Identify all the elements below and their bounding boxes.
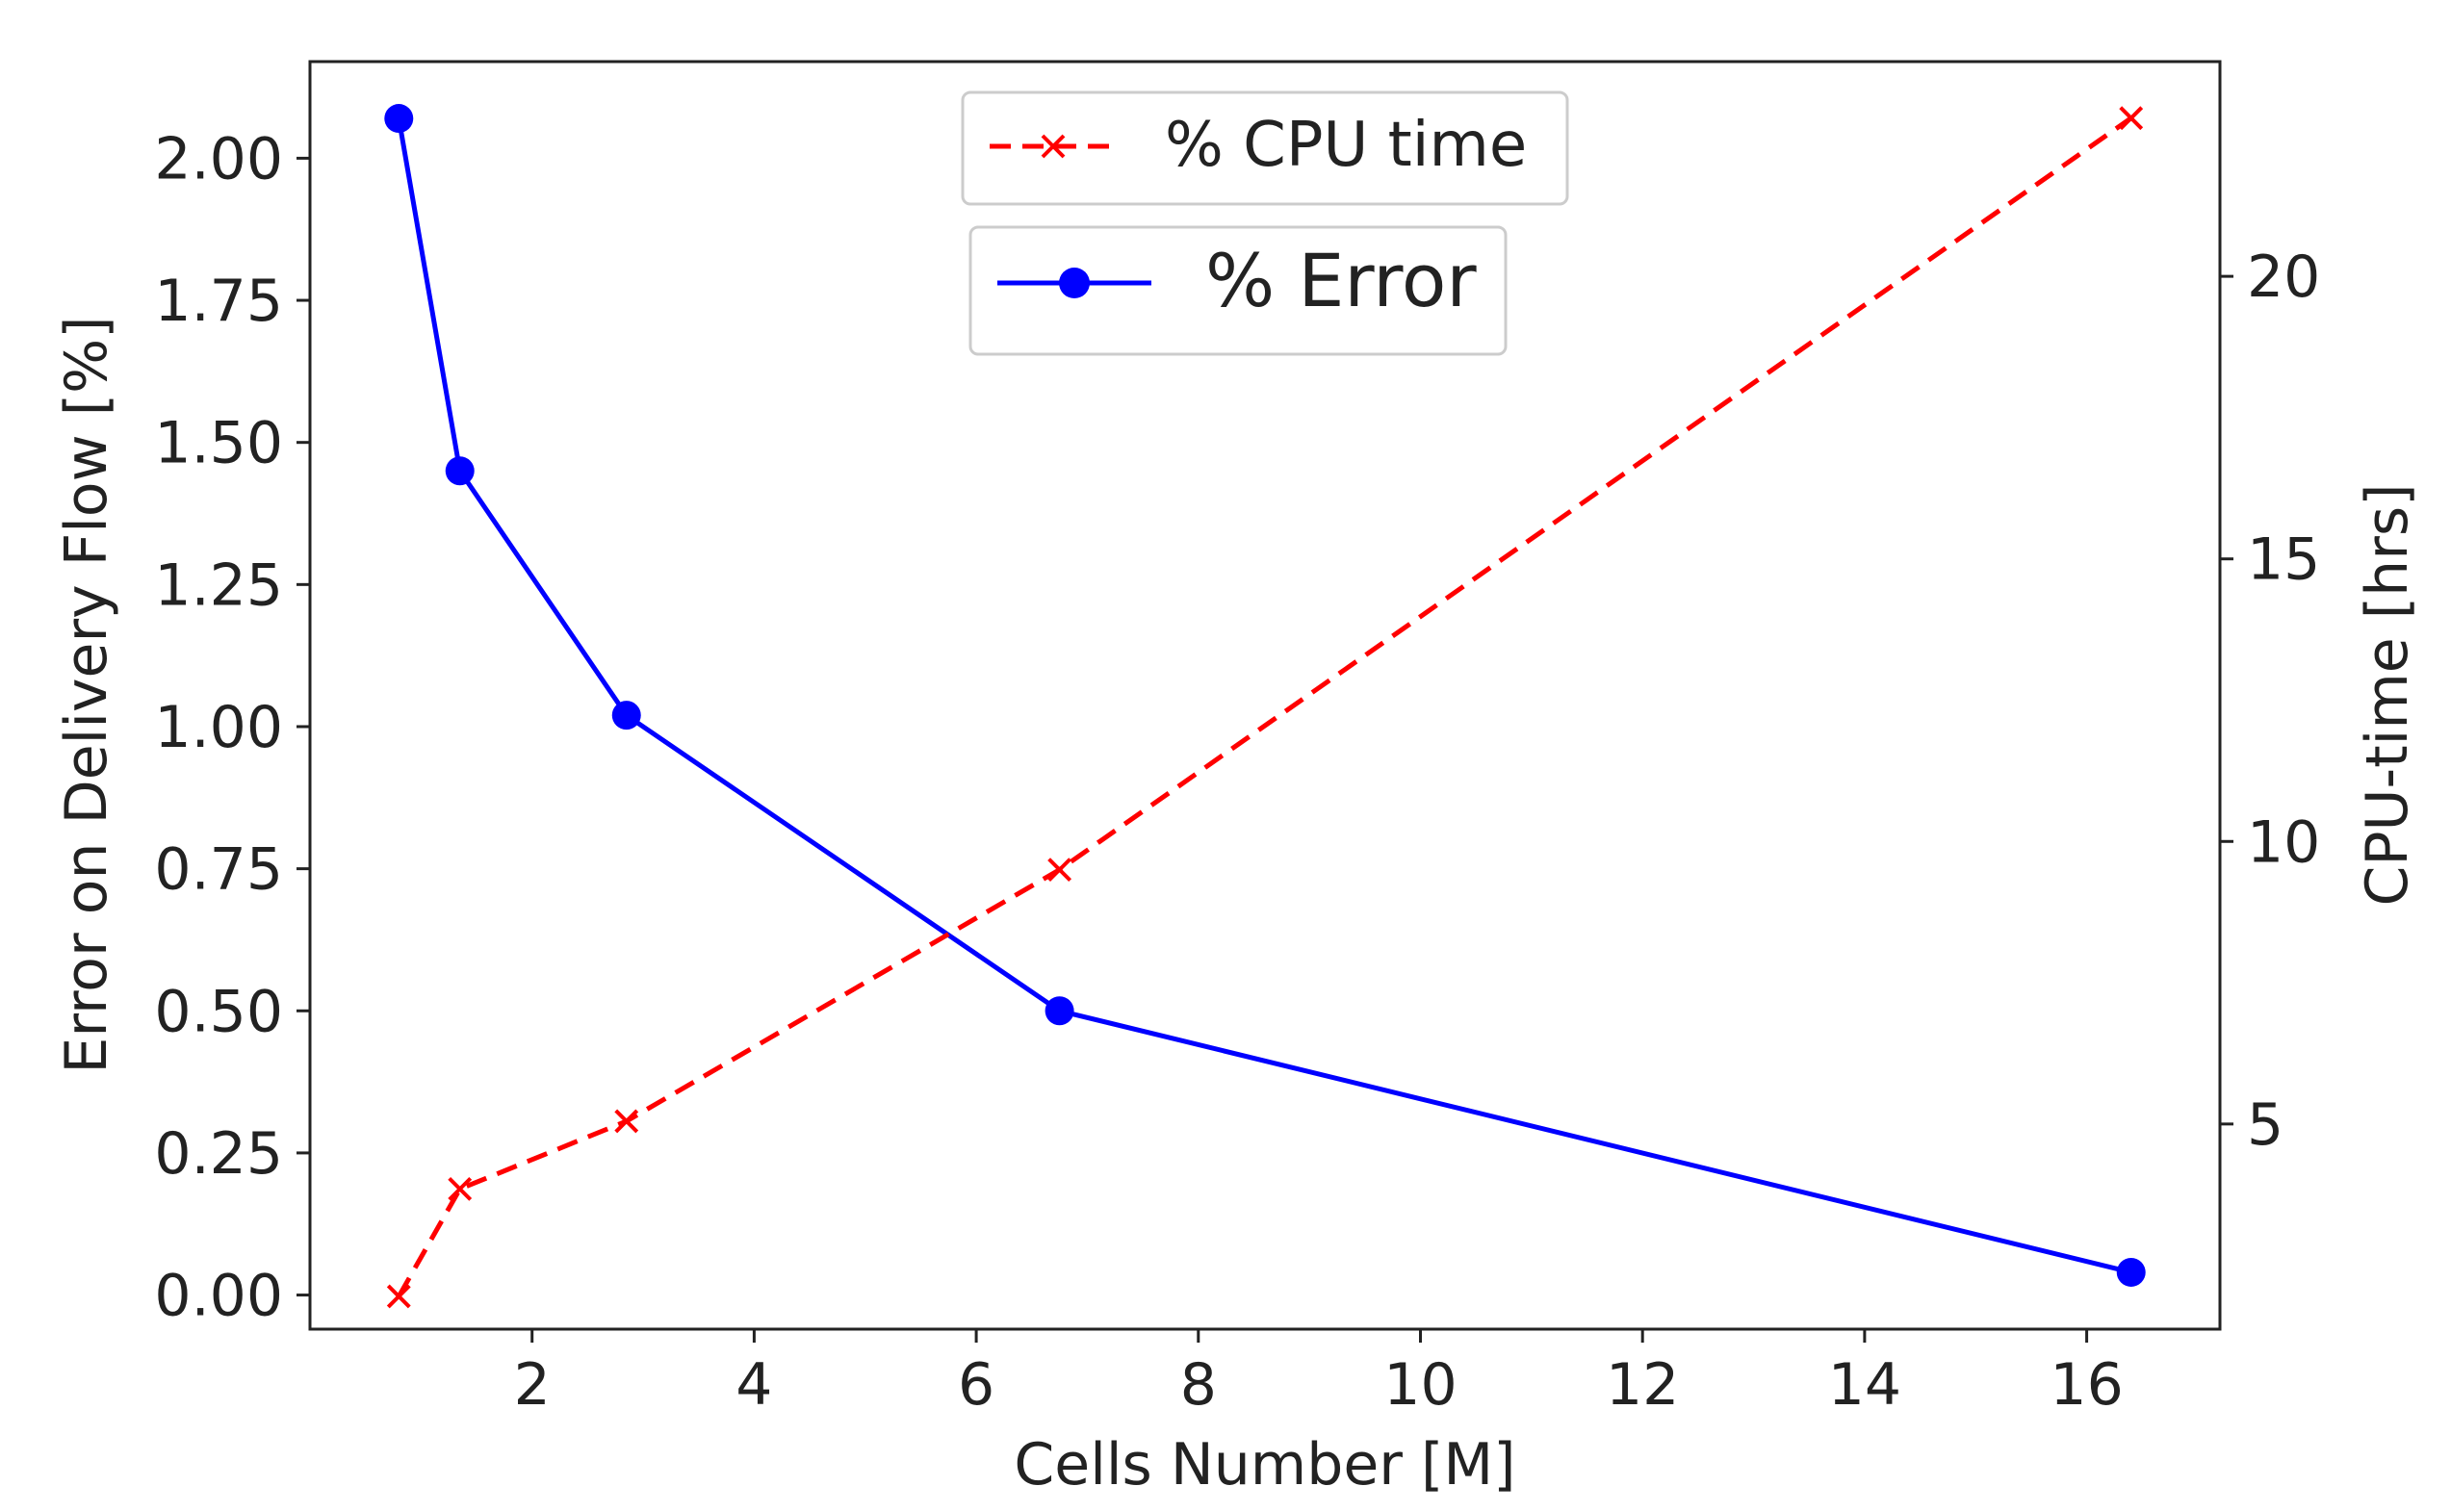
x-tick-label: 16 [2050, 1351, 2123, 1419]
data-point-error [445, 456, 475, 486]
data-point-error [611, 701, 641, 730]
y-right-tick-label: 10 [2247, 808, 2320, 876]
y-right-tick-label: 15 [2247, 526, 2320, 594]
legend-cpu-time-marker [1041, 134, 1066, 159]
y-left-tick-label: 0.50 [154, 978, 283, 1045]
legend-error: % Error [968, 225, 1508, 356]
x-tick-label: 4 [735, 1351, 772, 1419]
y-left-tick-label: 0.00 [154, 1263, 283, 1330]
legend-cpu-time-label: % CPU time [1165, 110, 1527, 181]
y-left-tick-label: 1.50 [154, 410, 283, 477]
data-point-error [384, 104, 414, 134]
data-point-error [1045, 996, 1074, 1026]
data-point-cpu-time [2119, 106, 2144, 131]
legend-error-marker [1059, 268, 1090, 298]
legend-error-box [968, 225, 1508, 356]
y-right-tick-label: 5 [2247, 1091, 2283, 1159]
plot-area-frame [308, 60, 2222, 1331]
y-left-tick-label: 1.75 [154, 268, 283, 335]
x-tick-label: 8 [1180, 1351, 1217, 1419]
data-point-cpu-time [386, 1284, 411, 1309]
y-left-axis-ticks: 0.00 0.25 0.50 0.75 1.00 1.25 1.50 1.75 2.00 [154, 125, 310, 1330]
y-left-tick-label: 2.00 [154, 125, 283, 192]
legend-error-label: % Error [1205, 238, 1477, 323]
y-left-tick-label: 1.25 [154, 551, 283, 619]
x-tick-label: 2 [514, 1351, 551, 1419]
y-right-tick-label: 20 [2247, 243, 2320, 311]
y-left-tick-label: 0.75 [154, 836, 283, 904]
data-point-cpu-time [448, 1176, 473, 1201]
y-right-axis-ticks: 5 10 15 20 [2220, 243, 2320, 1159]
legend-cpu-time-box [961, 90, 1569, 206]
y-left-tick-label: 0.25 [154, 1120, 283, 1188]
series-layer [384, 104, 2146, 1309]
x-tick-label: 10 [1383, 1351, 1457, 1419]
data-point-cpu-time [614, 1109, 639, 1134]
y-left-tick-label: 1.00 [154, 694, 283, 761]
x-axis-ticks: 2 4 6 8 10 12 14 16 [514, 1329, 2124, 1419]
y-right-axis-label: CPU-time [hrs] [2354, 483, 2421, 906]
data-point-error [2116, 1257, 2146, 1287]
y-left-axis-label: Error on Delivery Flow [%] [53, 316, 120, 1073]
x-tick-label: 6 [958, 1351, 994, 1419]
x-tick-label: 12 [1606, 1351, 1679, 1419]
data-point-cpu-time [1047, 858, 1072, 883]
x-tick-label: 14 [1828, 1351, 1901, 1419]
legend-cpu-time: % CPU time [961, 90, 1569, 206]
x-axis-label: Cells Number [M] [1014, 1431, 1515, 1499]
